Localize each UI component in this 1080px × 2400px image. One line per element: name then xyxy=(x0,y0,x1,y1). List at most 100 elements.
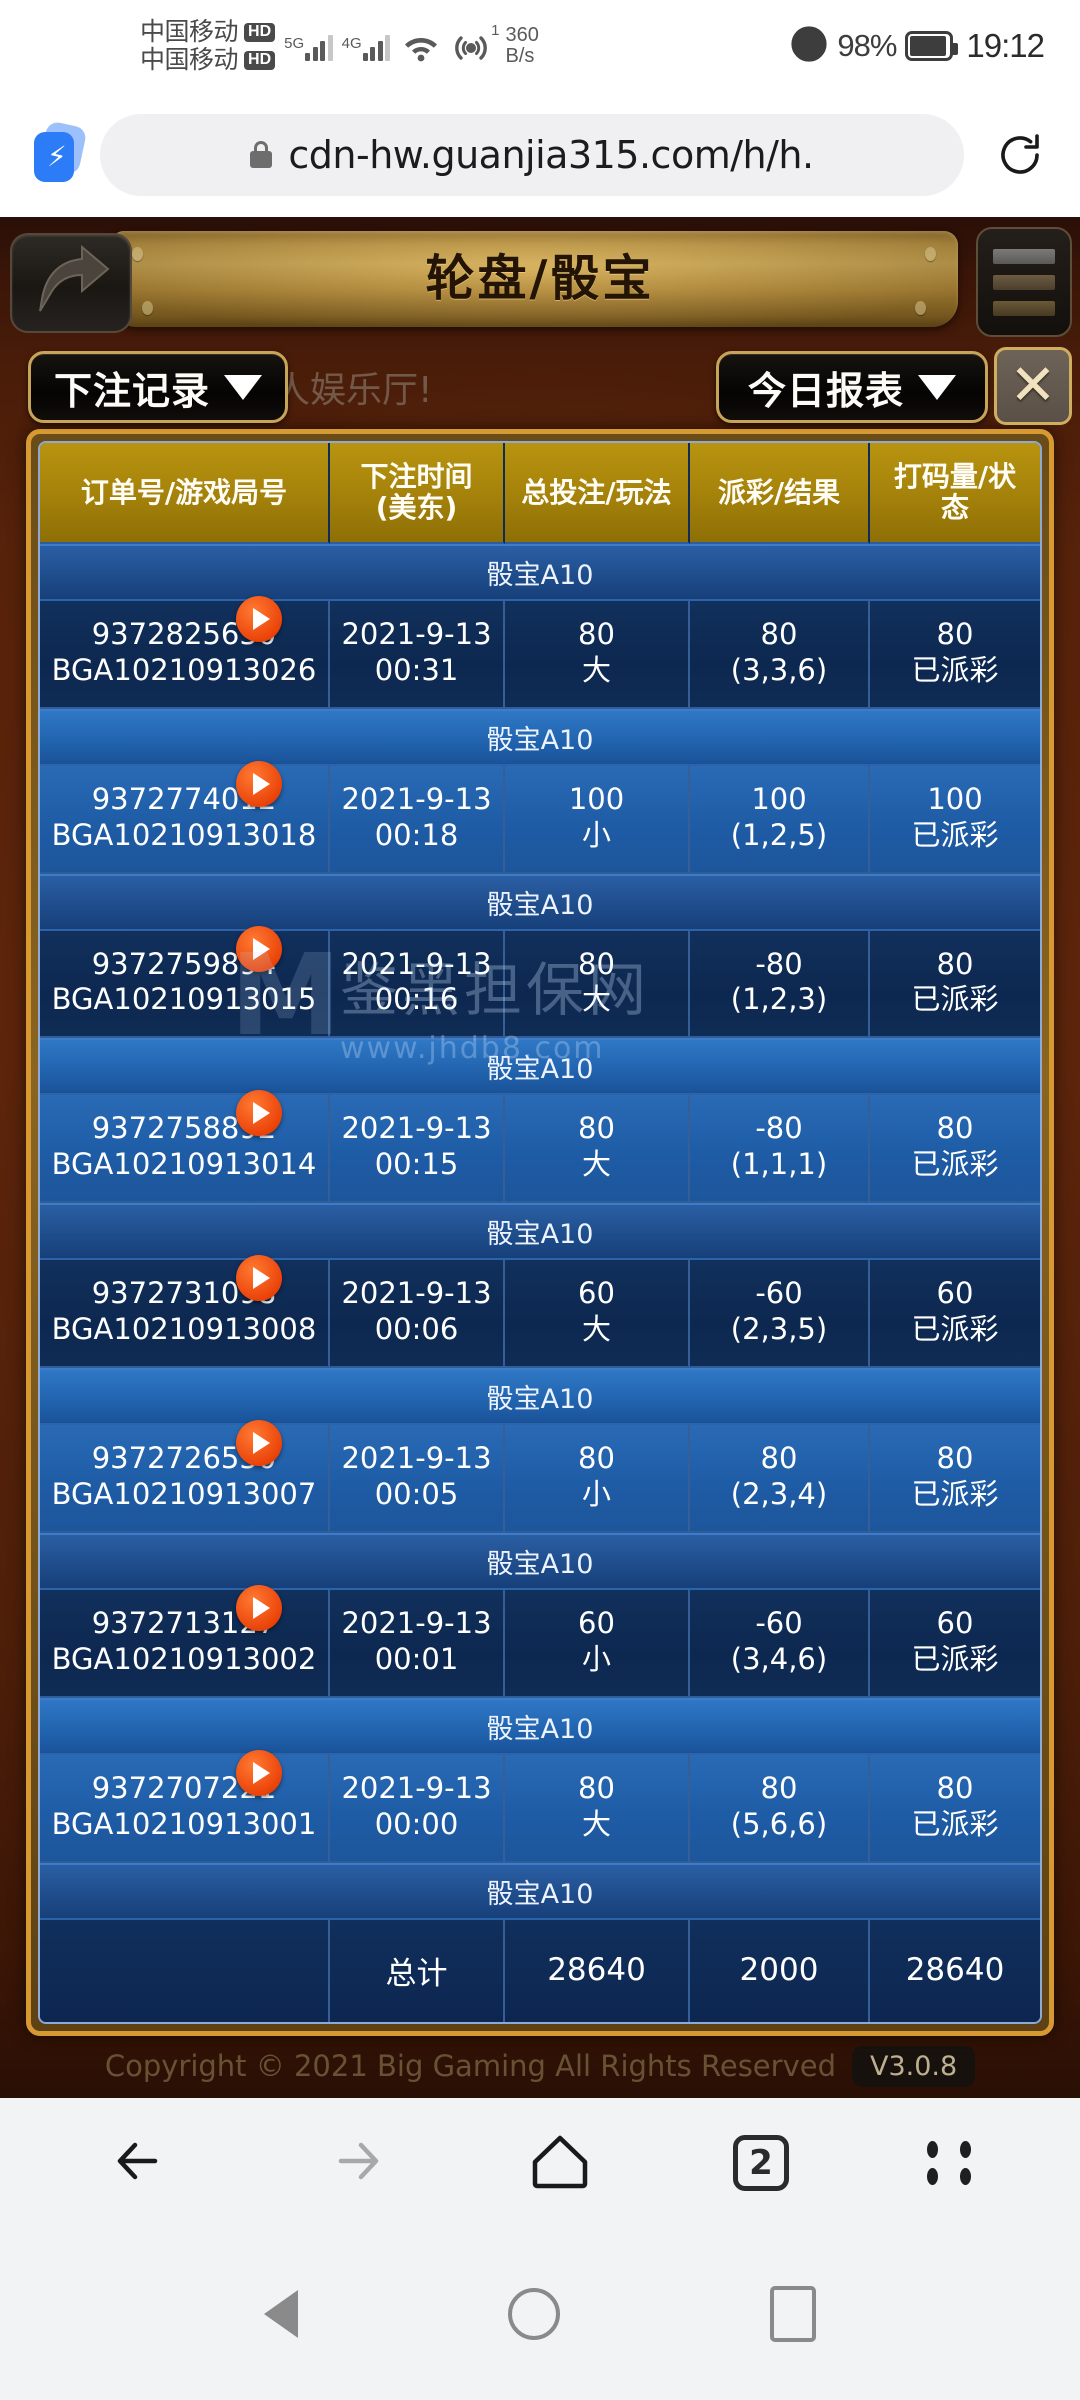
cell-code-status: 80 已派彩 xyxy=(870,1425,1040,1534)
network-speed-unit: B/s xyxy=(505,45,535,67)
group-header-row: 骰宝A10 xyxy=(40,873,1040,931)
today-report-dropdown[interactable]: 今日报表 xyxy=(716,351,988,423)
table-row[interactable]: 9372774012 BGA10210913018 2021-9-13 00:18 10… xyxy=(40,760,1040,874)
cell-bet-time: 2021-9-13 00:15 xyxy=(330,1095,505,1204)
totals-empty-cell xyxy=(40,1919,330,2022)
browser-bottom-bar: 2 xyxy=(0,2098,1080,2228)
table-row[interactable]: 9372731098 BGA10210913008 2021-9-13 00:06 60… xyxy=(40,1255,1040,1369)
play-video-icon[interactable] xyxy=(236,1585,282,1632)
lock-icon xyxy=(250,141,273,168)
browser-menu-icon[interactable] xyxy=(927,2141,971,2185)
version-badge: V3.0.8 xyxy=(851,2045,976,2087)
carrier-row-2: 中国移动 HD xyxy=(140,46,276,74)
play-video-icon[interactable] xyxy=(236,1420,282,1467)
hd-badge-1: HD xyxy=(244,22,276,42)
status-right-group: 98% 19:12 xyxy=(790,25,1045,68)
back-button[interactable] xyxy=(10,233,132,333)
column-header-payout: 派彩/结果 xyxy=(690,443,870,544)
cell-code-status: 80 已派彩 xyxy=(870,930,1040,1039)
group-label: 骰宝A10 xyxy=(40,1368,1040,1426)
cell-total-bet: 60 大 xyxy=(505,1260,690,1369)
column-header-total-bet: 总投注/玩法 xyxy=(505,443,690,544)
nav-back-icon[interactable] xyxy=(264,2290,298,2338)
play-video-icon[interactable] xyxy=(236,1090,282,1137)
clock-time: 19:12 xyxy=(966,27,1045,64)
play-video-icon[interactable] xyxy=(236,925,282,972)
play-video-icon[interactable] xyxy=(236,1255,282,1302)
game-viewport: 轮盘/骰宝 临BG真人娱乐厅! 下注记录 今日报表 ✕ M 鉴黑担保网 www.… xyxy=(0,217,1080,2098)
table-row[interactable]: 9372726530 BGA10210913007 2021-9-13 00:05 80… xyxy=(40,1420,1040,1534)
cell-order-no: 9372707221 BGA10210913001 xyxy=(40,1750,330,1863)
cell-total-bet: 80 大 xyxy=(505,930,690,1039)
cell-total-bet: 100 小 xyxy=(505,765,690,874)
today-report-dropdown-label: 今日报表 xyxy=(747,368,904,413)
browser-home-icon[interactable] xyxy=(525,2130,595,2197)
hotspot-count-label: 1 xyxy=(491,22,500,39)
cell-bet-time: 2021-9-13 00:05 xyxy=(330,1425,505,1534)
cell-code-status: 80 已派彩 xyxy=(870,1095,1040,1204)
group-header-row: 骰宝A10 xyxy=(40,1698,1040,1756)
cell-bet-time: 2021-9-13 00:18 xyxy=(330,765,505,874)
totals-payout: 2000 xyxy=(690,1919,870,2022)
browser-tab-count[interactable]: 2 xyxy=(733,2135,789,2191)
bet-records-dropdown-label: 下注记录 xyxy=(53,368,210,413)
cell-bet-time: 2021-9-13 00:01 xyxy=(330,1590,505,1699)
game-header: 轮盘/骰宝 xyxy=(0,225,1080,337)
cell-code-status: 80 已派彩 xyxy=(870,1755,1040,1863)
chevron-down-icon xyxy=(918,374,956,400)
cell-total-bet: 80 小 xyxy=(505,1425,690,1534)
column-header-code-line1: 打码量/状 xyxy=(893,460,1017,493)
table-header-row: 订单号/游戏局号 下注时间 (美东) 总投注/玩法 派彩/结果 打码量/状 态 xyxy=(40,443,1040,544)
cell-payout: -80 (1,2,3) xyxy=(690,930,870,1039)
signal-bars-icon-1 xyxy=(305,31,333,61)
table-row[interactable]: 9372713127 BGA10210913002 2021-9-13 00:01 60… xyxy=(40,1585,1040,1699)
signal-group-2: 4G xyxy=(342,31,391,61)
table-row[interactable]: 9372758892 BGA10210913014 2021-9-13 00:15 80… xyxy=(40,1090,1040,1204)
table-row[interactable]: 9372825630 BGA10210913026 2021-9-13 00:31 80… xyxy=(40,595,1040,709)
play-video-icon[interactable] xyxy=(236,760,282,807)
totals-label: 总计 xyxy=(330,1919,505,2022)
group-header-row: 骰宝A10 xyxy=(40,543,1040,601)
hotspot-icon xyxy=(452,29,490,63)
bet-records-table: 订单号/游戏局号 下注时间 (美东) 总投注/玩法 派彩/结果 打码量/状 态 xyxy=(40,443,1040,2022)
column-header-code-amount: 打码量/状 态 xyxy=(870,443,1040,544)
cell-bet-time: 2021-9-13 00:06 xyxy=(330,1260,505,1369)
address-bar-input[interactable]: cdn-hw.guanjia315.com/h/h. xyxy=(100,113,964,196)
bet-records-dropdown[interactable]: 下注记录 xyxy=(28,351,288,423)
cell-payout: 80 (5,6,6) xyxy=(690,1755,870,1863)
cell-order-no: 9372758892 BGA10210913014 xyxy=(40,1090,330,1204)
nav-home-icon[interactable] xyxy=(508,2288,560,2340)
nav-recents-icon[interactable] xyxy=(770,2286,816,2342)
table-row[interactable]: 9372707221 BGA10210913001 2021-9-13 00:00 80… xyxy=(40,1750,1040,1863)
column-header-code-line2: 态 xyxy=(940,491,969,525)
cell-total-bet: 60 小 xyxy=(505,1590,690,1699)
browser-back-icon[interactable] xyxy=(109,2131,179,2196)
group-header-row: 骰宝A10 xyxy=(40,1203,1040,1261)
column-header-bet-time-line2: (美东) xyxy=(375,491,458,525)
status-left-group: 中国移动 HD 中国移动 HD 5G 4G 1 360 B/s xyxy=(140,18,539,74)
records-panel[interactable]: M 鉴黑担保网 www.jhdb8.com 订单号/游戏局号 下注时间 (美东)… xyxy=(38,441,1042,2024)
title-plaque xyxy=(110,231,958,327)
close-button[interactable]: ✕ xyxy=(994,347,1072,425)
group-header-row: 骰宝A10 xyxy=(40,1368,1040,1426)
cell-order-no: 9372726530 BGA10210913007 xyxy=(40,1420,330,1534)
browser-brand-icon[interactable]: ⚡ xyxy=(30,119,88,186)
cell-bet-time: 2021-9-13 00:31 xyxy=(330,600,505,709)
network-speed-value: 360 xyxy=(505,24,539,46)
cell-order-no: 9372731098 BGA10210913008 xyxy=(40,1255,330,1369)
carrier-row-1: 中国移动 HD xyxy=(140,18,276,46)
carrier-stack: 中国移动 HD 中国移动 HD xyxy=(140,18,276,74)
wifi-icon xyxy=(401,30,441,62)
android-nav-bar xyxy=(0,2228,1080,2400)
reload-icon[interactable] xyxy=(990,125,1050,185)
cell-payout: -80 (1,1,1) xyxy=(690,1095,870,1204)
table-row[interactable]: 9372759894 BGA10210913015 2021-9-13 00:16 80… xyxy=(40,925,1040,1039)
play-video-icon[interactable] xyxy=(236,1750,282,1797)
hamburger-menu-icon[interactable] xyxy=(976,227,1072,337)
totals-total-bet: 28640 xyxy=(505,1919,690,2022)
browser-forward-icon xyxy=(317,2131,387,2196)
cell-code-status: 100 已派彩 xyxy=(870,765,1040,874)
browser-url-bar: ⚡ cdn-hw.guanjia315.com/h/h. xyxy=(0,92,1080,217)
copyright-text: Copyright © 2021 Big Gaming All Rights R… xyxy=(104,2049,836,2083)
play-video-icon[interactable] xyxy=(236,595,282,642)
